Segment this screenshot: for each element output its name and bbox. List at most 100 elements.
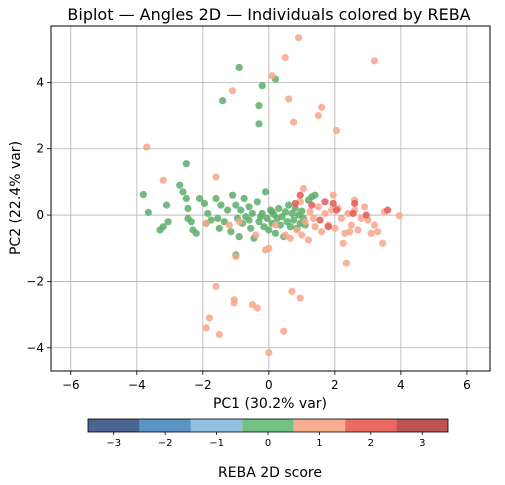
- scatter-points: [139, 34, 403, 357]
- data-point: [370, 221, 379, 229]
- data-point: [285, 95, 293, 103]
- data-point: [286, 234, 294, 242]
- data-point: [156, 226, 164, 234]
- data-point: [162, 201, 171, 209]
- colorbar-tick-label: 0: [265, 438, 271, 449]
- data-point: [311, 191, 319, 199]
- data-point: [265, 244, 273, 252]
- y-tick-label: 0: [36, 208, 44, 222]
- data-point: [182, 194, 190, 203]
- data-point: [281, 53, 289, 62]
- data-point: [184, 214, 192, 223]
- colorbar-label: REBA 2D score: [218, 465, 322, 481]
- y-axis-label: PC2 (22.4% var): [8, 141, 24, 255]
- data-point: [346, 228, 354, 236]
- data-point: [227, 228, 235, 236]
- data-point: [344, 209, 352, 218]
- data-point: [362, 211, 370, 219]
- data-point: [304, 236, 313, 244]
- y-axis-ticks: −4 −2 0 2 4: [26, 75, 51, 355]
- plot-grid: [51, 26, 490, 371]
- data-point: [179, 188, 187, 196]
- data-point: [182, 160, 190, 168]
- data-point: [202, 219, 210, 227]
- data-point: [248, 209, 256, 218]
- data-point: [339, 239, 347, 247]
- data-point: [316, 216, 324, 224]
- data-point: [205, 314, 214, 322]
- data-point: [232, 252, 240, 261]
- data-point: [298, 207, 306, 215]
- data-point: [285, 201, 293, 209]
- data-point: [286, 223, 294, 231]
- data-point: [232, 201, 240, 209]
- data-point: [306, 208, 314, 216]
- data-point: [144, 208, 152, 217]
- data-point: [321, 198, 329, 206]
- data-point: [354, 226, 362, 234]
- data-point: [237, 206, 245, 214]
- data-point: [347, 221, 355, 229]
- colorbar-tick-label: −1: [209, 438, 224, 449]
- data-point: [271, 229, 280, 237]
- data-point: [159, 176, 167, 184]
- y-tick-label: 2: [36, 142, 44, 156]
- data-point: [235, 218, 243, 226]
- x-tick-label: −4: [128, 378, 146, 392]
- y-tick-label: −2: [26, 274, 44, 288]
- data-point: [253, 198, 261, 206]
- data-point: [215, 330, 223, 339]
- colorbar-bin: [139, 419, 191, 432]
- data-point: [263, 214, 271, 223]
- data-point: [384, 206, 392, 214]
- data-point: [314, 111, 322, 120]
- data-point: [212, 194, 220, 203]
- chart-title: Biplot — Angles 2D — Individuals colored…: [67, 5, 470, 24]
- data-point: [290, 118, 298, 126]
- colorbar-bin: [345, 419, 397, 432]
- data-point: [308, 201, 316, 209]
- data-point: [331, 224, 339, 232]
- data-point: [271, 221, 280, 229]
- data-point: [225, 221, 233, 229]
- data-point: [298, 231, 306, 239]
- data-point: [200, 199, 209, 208]
- data-point: [240, 194, 248, 203]
- data-point: [299, 184, 308, 193]
- data-point: [311, 223, 319, 231]
- colorbar-tick-label: −2: [158, 438, 173, 449]
- colorbar-bin: [190, 419, 243, 432]
- colorbar: −3 −2 −1 0 1 2 3: [87, 418, 449, 449]
- data-point: [215, 224, 223, 232]
- plot-frame: [50, 25, 491, 372]
- data-point: [230, 296, 238, 304]
- data-point: [370, 57, 379, 65]
- data-point: [296, 294, 304, 302]
- data-point: [280, 327, 288, 335]
- data-point: [255, 102, 263, 110]
- data-point: [294, 34, 303, 42]
- x-axis-label: PC1 (30.2% var): [213, 396, 327, 412]
- x-tick-label: −2: [194, 378, 212, 392]
- data-point: [351, 199, 359, 208]
- data-point: [245, 216, 253, 224]
- data-point: [275, 204, 283, 213]
- data-point: [214, 214, 222, 223]
- data-point: [318, 103, 326, 111]
- data-point: [329, 191, 337, 199]
- data-point: [327, 206, 336, 214]
- data-point: [204, 209, 212, 218]
- data-point: [217, 201, 225, 209]
- data-point: [367, 229, 375, 237]
- colorbar-bin: [242, 419, 294, 432]
- data-point: [318, 228, 326, 236]
- colorbar-bin: [396, 419, 448, 432]
- data-point: [332, 126, 341, 135]
- data-point: [192, 229, 200, 237]
- data-point: [324, 223, 332, 231]
- data-point: [228, 87, 237, 95]
- colorbar-tick-label: 3: [419, 438, 425, 449]
- colorbar-tick-label: 2: [368, 438, 374, 449]
- x-tick-label: 6: [463, 378, 471, 392]
